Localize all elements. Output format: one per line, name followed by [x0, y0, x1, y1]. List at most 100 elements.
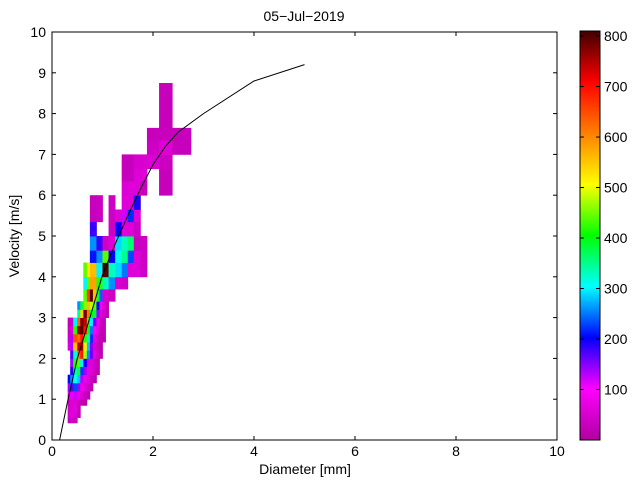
x-tick-label: 8 [452, 443, 460, 459]
heatmap-cell [86, 374, 91, 384]
heatmap-cell [73, 358, 78, 367]
colorbar-tick-label: 100 [604, 382, 628, 398]
heatmap-cell [89, 289, 94, 302]
colorbar-tick-label: 500 [604, 180, 628, 196]
heatmap-cell [70, 333, 74, 343]
heatmap-cell [121, 168, 135, 182]
y-axis-ticks: 0 1 2 3 4 5 6 7 8 9 10 [30, 24, 557, 448]
heatmap-cell [67, 325, 71, 335]
heatmap-cell [73, 317, 78, 327]
heatmap-cell [70, 391, 74, 400]
heatmap-cell [108, 221, 116, 237]
heatmap-cell [92, 366, 97, 376]
heatmap-cell [115, 262, 123, 278]
heatmap-cell [96, 350, 100, 359]
heatmap-cell [92, 358, 97, 367]
heatmap-cell [92, 325, 97, 335]
heatmap-cell [86, 382, 91, 392]
heatmap-cell [115, 250, 123, 263]
heatmap-cell [96, 342, 100, 351]
heatmap-cell [92, 333, 97, 343]
heatmap-cell [133, 168, 141, 182]
x-axis-ticks: 0 2 4 6 8 10 [48, 32, 565, 459]
heatmap-cell [67, 399, 71, 406]
heatmap-cell [73, 342, 78, 351]
heatmap-cell [67, 417, 71, 424]
heatmap-cell [115, 221, 123, 237]
heatmap-cell [92, 309, 97, 318]
heatmap-cell [99, 309, 103, 318]
heatmap-cell [80, 399, 84, 406]
heatmap-cell [86, 309, 91, 318]
heatmap-cell [96, 262, 103, 278]
heatmap-cell [80, 366, 84, 376]
heatmap-cell [77, 411, 81, 418]
heatmap-cell [96, 358, 100, 367]
heatmap-cell [70, 405, 74, 412]
heatmap-cell [77, 391, 81, 400]
heatmap-cell [159, 154, 173, 170]
x-axis-label: Diameter [mm] [259, 461, 351, 477]
heatmap-cell [73, 411, 78, 418]
heatmap-cell [80, 309, 84, 318]
y-tick-label: 4 [38, 269, 46, 285]
heatmap-cell [70, 382, 74, 392]
heatmap-cell [146, 127, 160, 141]
heatmap-cell [96, 366, 100, 376]
heatmap-cell [121, 276, 129, 290]
heatmap-cell [184, 127, 192, 141]
heatmap-cell [89, 366, 94, 376]
chart-title: 05−Jul−2019 [264, 8, 345, 24]
x-tick-label: 4 [250, 443, 258, 459]
heatmap-cell [159, 99, 173, 114]
heatmap-cell [102, 309, 106, 318]
heatmap-cell [102, 262, 109, 278]
heatmap-cell [127, 250, 135, 263]
heatmap-cell [133, 180, 141, 196]
heatmap-cell [70, 366, 74, 376]
heatmap-cell [99, 301, 103, 310]
heatmap-cell [89, 236, 97, 251]
heatmap-cell [96, 209, 103, 223]
heatmap-cell [77, 342, 81, 351]
heatmap-cell [92, 342, 97, 351]
heatmap-cell [80, 325, 84, 335]
heatmap-cell [140, 168, 148, 182]
x-tick-label: 6 [351, 443, 359, 459]
x-tick-label: 2 [149, 443, 157, 459]
colorbar-ticks: 100 200 300 400 500 600 700 800 [580, 28, 628, 398]
heatmap-cell [133, 236, 141, 251]
heatmap-cell [83, 325, 88, 335]
heatmap-cell [89, 374, 94, 384]
heatmap-cell [102, 250, 109, 263]
heatmap-cell [70, 342, 74, 351]
heatmap-cell [77, 382, 81, 392]
colorbar-tick-label: 200 [604, 331, 628, 347]
heatmap-cell [108, 209, 116, 223]
y-axis-label: Velocity [m/s] [6, 195, 22, 277]
heatmap-cell [99, 325, 103, 335]
heatmap-cell [127, 221, 135, 237]
heatmap-cells [67, 83, 192, 424]
heatmap-cell [70, 417, 74, 424]
heatmap-cell [83, 342, 88, 351]
heatmap-cell [89, 262, 97, 278]
heatmap-cell [80, 317, 84, 327]
heatmap-cell [172, 140, 185, 155]
heatmap-cell [83, 374, 88, 384]
heatmap-cell [77, 317, 81, 327]
y-tick-label: 10 [30, 24, 46, 40]
heatmap-cell [89, 342, 94, 351]
heatmap-cell [133, 195, 141, 210]
heatmap-cell [83, 350, 88, 359]
heatmap-cell [133, 262, 141, 278]
heatmap-cell [121, 236, 129, 251]
heatmap-cell [146, 140, 160, 155]
y-tick-label: 0 [38, 432, 46, 448]
heatmap-cell [73, 417, 78, 424]
heatmap-cell [108, 236, 116, 251]
heatmap-cell [86, 366, 91, 376]
heatmap-cell [102, 289, 109, 302]
heatmap-cell [108, 262, 116, 278]
